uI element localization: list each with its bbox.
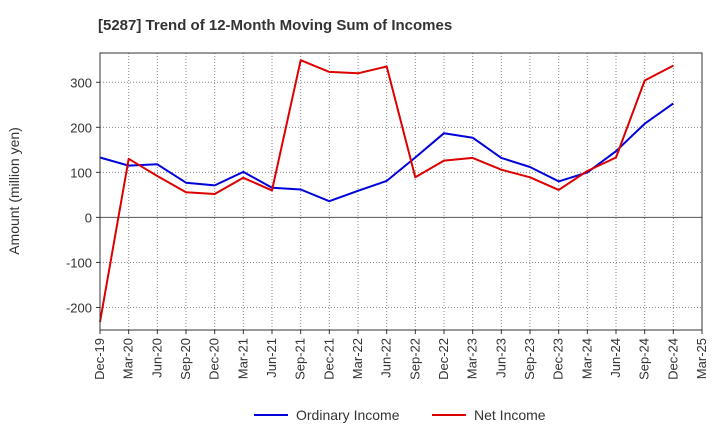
y-tick-label: 200	[70, 120, 92, 135]
x-tick-label: Dec-24	[665, 338, 680, 380]
x-tick-label: Jun-20	[149, 338, 164, 378]
x-axis: Dec-19 Mar-20 Jun-20 Sep-20 Dec-20 Mar-21 Jun-…	[92, 330, 709, 380]
x-tick-label: Sep-24	[637, 338, 652, 380]
x-tick-label: Sep-23	[522, 338, 537, 380]
x-tick-label: Sep-22	[407, 338, 422, 380]
y-tick-label: 0	[85, 210, 92, 225]
x-tick-label: Dec-22	[436, 338, 451, 380]
grid	[100, 53, 702, 330]
x-tick-label: Mar-24	[579, 338, 594, 379]
x-tick-label: Dec-23	[551, 338, 566, 380]
x-tick-label: Dec-19	[92, 338, 107, 380]
y-tick-label: -200	[66, 300, 92, 315]
legend-label: Net Income	[474, 407, 546, 423]
x-tick-label: Sep-21	[293, 338, 308, 380]
x-tick-label: Mar-20	[121, 338, 136, 379]
y-axis: 300 200 100 0 -100 -200	[66, 75, 100, 315]
x-tick-label: Dec-21	[321, 338, 336, 380]
x-tick-label: Jun-23	[493, 338, 508, 378]
x-tick-label: Mar-22	[350, 338, 365, 379]
series-line-ordinary-income	[99, 102, 674, 203]
y-tick-label: 100	[70, 165, 92, 180]
x-tick-label: Mar-23	[465, 338, 480, 379]
y-axis-label: Amount (million yen)	[6, 127, 22, 255]
series-line-net-income	[99, 59, 674, 323]
plot-area	[99, 52, 703, 331]
y-tick-label: 300	[70, 75, 92, 90]
x-tick-label: Jun-24	[608, 338, 623, 378]
legend-label: Ordinary Income	[296, 407, 400, 423]
legend: Ordinary Income Net Income	[254, 407, 546, 423]
x-tick-label: Mar-21	[235, 338, 250, 379]
x-tick-label: Sep-20	[178, 338, 193, 380]
x-tick-label: Jun-22	[379, 338, 394, 378]
y-tick-label: -100	[66, 255, 92, 270]
x-tick-label: Mar-25	[694, 338, 709, 379]
x-tick-label: Jun-21	[264, 338, 279, 378]
chart-title: [5287] Trend of 12-Month Moving Sum of I…	[98, 17, 452, 34]
x-tick-label: Dec-20	[207, 338, 222, 380]
